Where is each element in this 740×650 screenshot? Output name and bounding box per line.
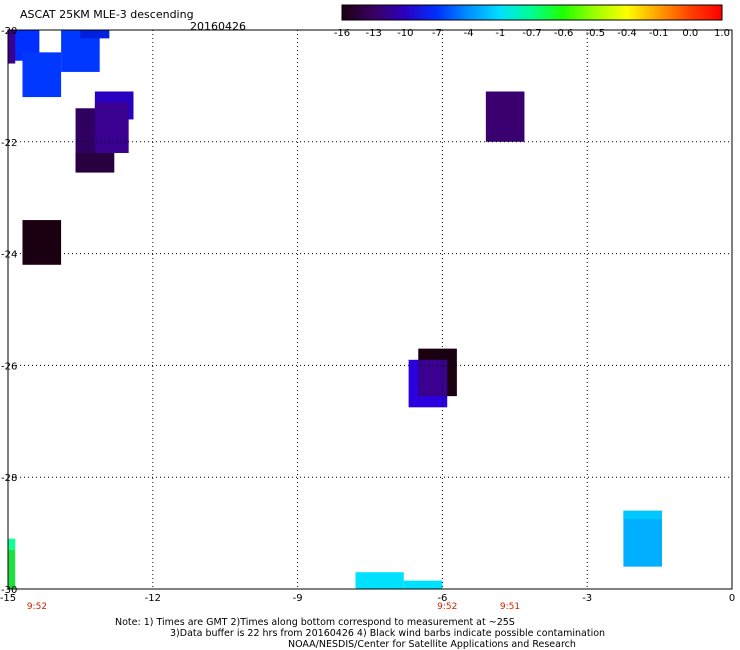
colorbar-labels: -16 -13 -10 -7 -4 -1 -0.7 -0.6 -0.5 -0.4 -0.1 0.0 1.…	[334, 28, 730, 39]
wind-cell	[355, 572, 404, 589]
x-tick-label: -12	[145, 593, 161, 604]
x-tick-label: -3	[582, 593, 592, 604]
colorbar-tick-label: 0.0	[682, 28, 698, 39]
wind-cell	[75, 152, 115, 173]
y-tick-label: -20	[1, 26, 17, 37]
time-label: 9:52	[27, 602, 47, 612]
time-labels: 9:52 9:52 9:51	[27, 602, 520, 612]
note-line-3: NOAA/NESDIS/Center for Satellite Applica…	[288, 639, 576, 650]
colorbar-tick-label: -10	[397, 28, 413, 39]
note-line-1: Note: 1) Times are GMT 2)Times along bot…	[115, 617, 515, 628]
data-cells	[8, 30, 663, 589]
time-label: 9:51	[500, 602, 520, 612]
colorbar-tick-label: -1	[495, 28, 505, 39]
y-tick-label: -30	[1, 585, 17, 596]
wind-cell	[8, 549, 16, 589]
product-date: 20160426	[190, 20, 246, 33]
y-tick-labels: -20 -22 -24 -26 -28 -30	[1, 26, 17, 596]
x-tick-label: -9	[293, 593, 303, 604]
wind-cell	[403, 580, 443, 589]
wind-cell	[22, 52, 62, 98]
colorbar-tick-label: -0.6	[554, 28, 574, 39]
time-label: 9:52	[437, 602, 457, 612]
colorbar-tick-label: -4	[464, 28, 474, 39]
colorbar-tick-label: -7	[432, 28, 442, 39]
y-tick-label: -28	[1, 473, 17, 484]
x-tick-labels: -15 -12 -9 -6 -3 0	[0, 593, 735, 604]
colorbar-tick-label: -0.1	[649, 28, 669, 39]
note-line-2: 3)Data buffer is 22 hrs from 20160426 4)…	[170, 628, 605, 639]
wind-cell	[80, 30, 110, 39]
x-tick-label: -6	[437, 593, 447, 604]
grid-lines	[8, 30, 732, 589]
y-tick-label: -22	[1, 138, 17, 149]
wind-cell	[8, 538, 16, 550]
wind-cell	[485, 91, 525, 142]
colorbar-tick-label: -0.4	[617, 28, 637, 39]
colorbar	[341, 4, 723, 21]
colorbar-gradient	[341, 4, 723, 21]
wind-cell	[8, 30, 16, 64]
wind-cell	[22, 220, 62, 265]
colorbar-tick-label: 1.0	[714, 28, 730, 39]
y-tick-label: -24	[1, 250, 17, 261]
colorbar-tick-label: -16	[334, 28, 350, 39]
product-title: ASCAT 25KM MLE-3 descending	[20, 8, 194, 21]
map-frame	[7, 29, 733, 590]
colorbar-tick-label: -0.5	[586, 28, 606, 39]
colorbar-tick-label: -0.7	[522, 28, 542, 39]
wind-cell	[623, 510, 663, 520]
x-tick-label: -15	[0, 593, 16, 604]
colorbar-tick-label: -13	[365, 28, 381, 39]
x-tick-label: 0	[729, 593, 735, 604]
wind-cell	[623, 510, 663, 567]
y-tick-label: -26	[1, 361, 17, 372]
wind-cell	[94, 102, 129, 153]
